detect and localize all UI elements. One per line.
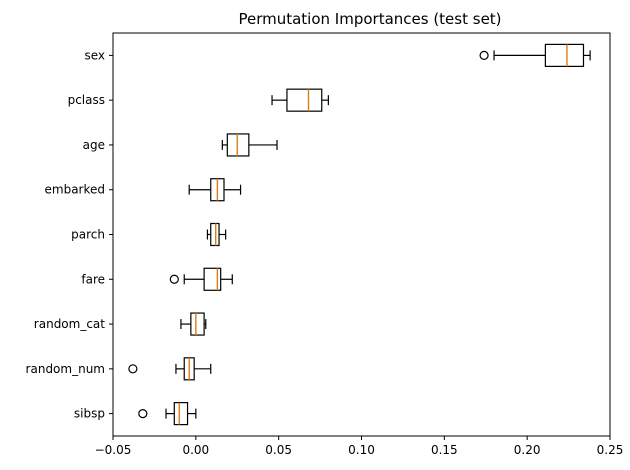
box-random-cat [190, 312, 205, 336]
box-parch [210, 222, 220, 247]
x-tick-label: 0.20 [514, 443, 541, 457]
x-tick-label: 0.15 [431, 443, 458, 457]
y-tick-label-random-cat: random_cat [34, 317, 105, 331]
flier-sibsp [138, 409, 148, 419]
y-tick-label-parch: parch [71, 228, 105, 242]
flier-sex [479, 50, 489, 60]
y-tick-label-age: age [83, 138, 105, 152]
plot-area: −0.05 0.00 0.05 0.10 0.15 0.20 0.25 sex pclass ag… [26, 43, 624, 457]
box-pclass [286, 88, 323, 112]
box-age [226, 133, 250, 157]
box-sex [544, 43, 585, 67]
plot-frame [112, 32, 611, 437]
box-sibsp [173, 402, 189, 426]
y-tick-label-fare: fare [81, 272, 105, 286]
flier-fare [169, 274, 179, 284]
y-tick-label-embarked: embarked [45, 183, 106, 197]
flier-random-num [128, 364, 138, 374]
x-tick-label: 0.05 [265, 443, 292, 457]
box-fare [203, 267, 222, 291]
y-tick-label-sex: sex [84, 48, 105, 62]
x-tick-label: 0.25 [597, 443, 624, 457]
y-tick-label-pclass: pclass [68, 93, 105, 107]
x-tick-label: 0.00 [182, 443, 209, 457]
chart-title: Permutation Importances (test set) [238, 10, 501, 28]
x-tick-label: −0.05 [95, 443, 132, 457]
x-tick-label: 0.10 [348, 443, 375, 457]
y-tick-label-random-num: random_num [26, 362, 105, 376]
y-tick-label-sibsp: sibsp [74, 407, 105, 421]
